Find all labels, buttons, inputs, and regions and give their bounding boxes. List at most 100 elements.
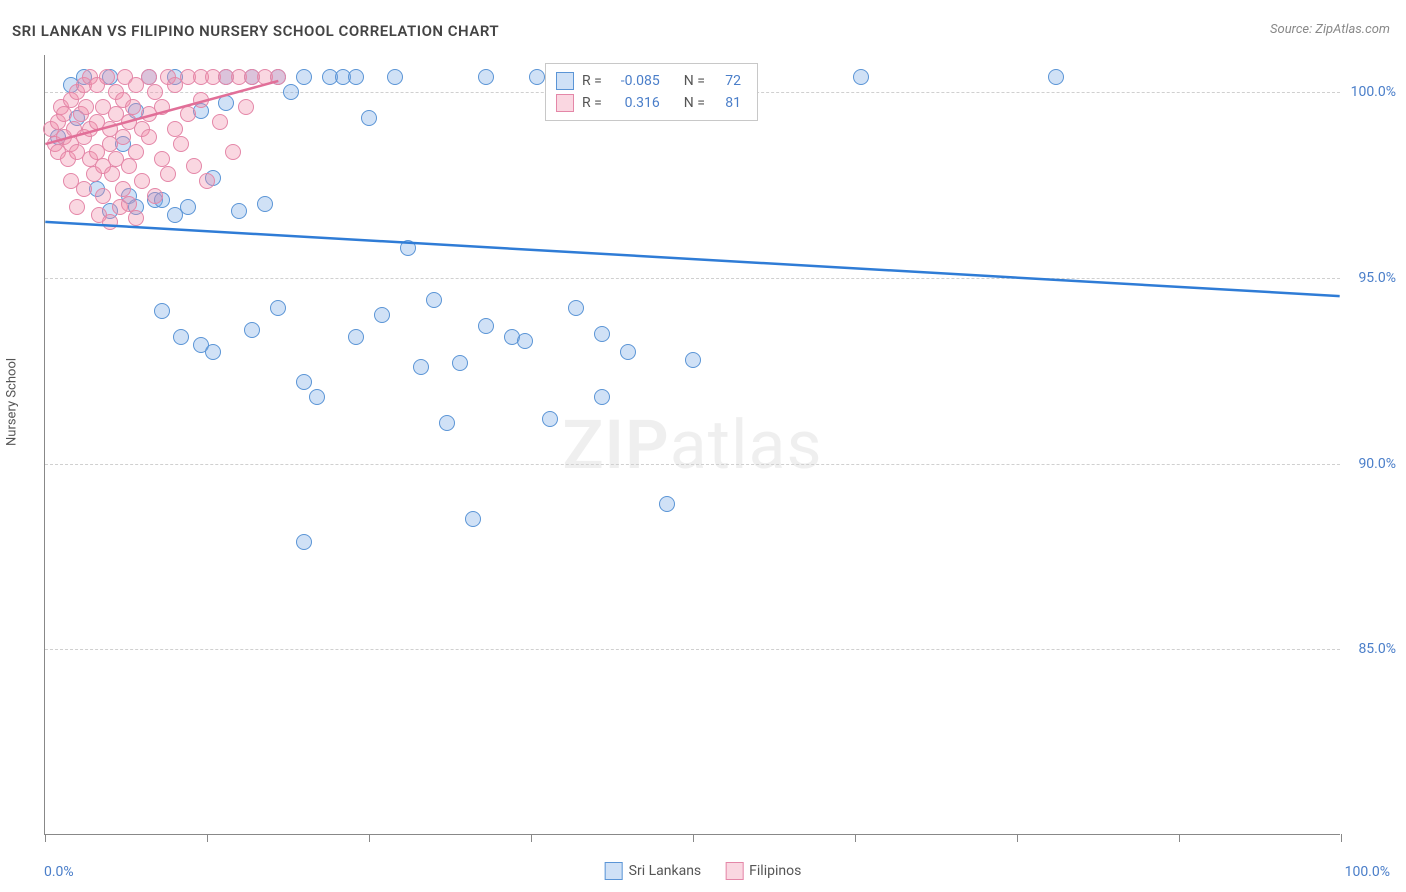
watermark-bold: ZIP <box>562 405 669 485</box>
data-point-series1 <box>400 240 416 256</box>
data-point-series1 <box>542 411 558 427</box>
stat-n-value-1: 72 <box>713 73 741 89</box>
stat-row-series2: R = 0.316 N = 81 <box>556 92 741 114</box>
data-point-series2 <box>128 144 144 160</box>
data-point-series1 <box>620 344 636 360</box>
chart-source: Source: ZipAtlas.com <box>1270 22 1390 37</box>
data-point-series1 <box>296 374 312 390</box>
stat-row-series1: R = -0.085 N = 72 <box>556 70 741 92</box>
data-point-series1 <box>218 95 234 111</box>
chart-title: SRI LANKAN VS FILIPINO NURSERY SCHOOL CO… <box>12 22 499 40</box>
data-point-series2 <box>167 121 183 137</box>
data-point-series1 <box>173 329 189 345</box>
x-tick <box>1179 834 1180 842</box>
data-point-series2 <box>180 106 196 122</box>
data-point-series2 <box>76 181 92 197</box>
grid-line <box>45 464 1340 465</box>
x-axis-max-label: 100.0% <box>1345 864 1390 880</box>
data-point-series2 <box>56 106 72 122</box>
data-point-series2 <box>141 69 157 85</box>
grid-line <box>45 278 1340 279</box>
data-point-series2 <box>115 129 131 145</box>
stat-n-label-2: N = <box>684 95 705 111</box>
data-point-series2 <box>160 166 176 182</box>
data-point-series1 <box>154 303 170 319</box>
x-tick <box>45 834 46 842</box>
data-point-series2 <box>78 99 94 115</box>
data-point-series2 <box>134 173 150 189</box>
data-point-series1 <box>231 203 247 219</box>
data-point-series1 <box>270 300 286 316</box>
data-point-series1 <box>568 300 584 316</box>
stat-r-label-2: R = <box>582 95 602 111</box>
data-point-series1 <box>283 84 299 100</box>
stat-r-value-1: -0.085 <box>610 73 660 89</box>
data-point-series1 <box>296 534 312 550</box>
chart-container: SRI LANKAN VS FILIPINO NURSERY SCHOOL CO… <box>0 0 1406 892</box>
bottom-legend: Sri Lankans Filipinos <box>605 862 802 880</box>
bottom-swatch-series2 <box>725 862 743 880</box>
data-point-series1 <box>517 333 533 349</box>
watermark: ZIPatlas <box>562 405 822 485</box>
data-point-series1 <box>1048 69 1064 85</box>
data-point-series2 <box>128 210 144 226</box>
data-point-series1 <box>348 329 364 345</box>
data-point-series1 <box>594 326 610 342</box>
statistics-box: R = -0.085 N = 72 R = 0.316 N = 81 <box>545 63 758 121</box>
data-point-series1 <box>296 69 312 85</box>
data-point-series1 <box>465 511 481 527</box>
grid-line <box>45 649 1340 650</box>
data-point-series2 <box>104 166 120 182</box>
data-point-series2 <box>99 69 115 85</box>
data-point-series2 <box>115 181 131 197</box>
data-point-series2 <box>147 188 163 204</box>
data-point-series1 <box>594 389 610 405</box>
data-point-series1 <box>452 355 468 371</box>
data-point-series2 <box>173 136 189 152</box>
data-point-series2 <box>121 158 137 174</box>
x-tick <box>1341 834 1342 842</box>
data-point-series1 <box>374 307 390 323</box>
data-point-series1 <box>413 359 429 375</box>
legend-item-series2: Filipinos <box>725 862 801 880</box>
y-tick-label: 90.0% <box>1358 456 1396 472</box>
data-point-series1 <box>361 110 377 126</box>
data-point-series1 <box>685 352 701 368</box>
data-point-series2 <box>225 144 241 160</box>
x-tick <box>1017 834 1018 842</box>
data-point-series1 <box>426 292 442 308</box>
data-point-series2 <box>125 99 141 115</box>
data-point-series2 <box>141 129 157 145</box>
trend-line-series1 <box>45 222 1339 296</box>
data-point-series1 <box>478 318 494 334</box>
x-tick <box>369 834 370 842</box>
x-tick <box>693 834 694 842</box>
y-tick-label: 85.0% <box>1358 641 1396 657</box>
trend-overlay <box>45 55 1340 834</box>
data-point-series1 <box>244 322 260 338</box>
y-tick-label: 95.0% <box>1358 270 1396 286</box>
stat-n-label-1: N = <box>684 73 705 89</box>
data-point-series2 <box>147 84 163 100</box>
data-point-series1 <box>853 69 869 85</box>
data-point-series1 <box>387 69 403 85</box>
legend-label-series2: Filipinos <box>749 863 801 879</box>
legend-label-series1: Sri Lankans <box>629 863 702 879</box>
bottom-swatch-series1 <box>605 862 623 880</box>
stat-n-value-2: 81 <box>713 95 741 111</box>
data-point-series2 <box>154 99 170 115</box>
data-point-series2 <box>186 158 202 174</box>
stat-r-label-1: R = <box>582 73 602 89</box>
data-point-series2 <box>270 69 286 85</box>
x-tick <box>855 834 856 842</box>
data-point-series1 <box>478 69 494 85</box>
data-point-series2 <box>121 196 137 212</box>
y-tick-label: 100.0% <box>1351 84 1396 100</box>
watermark-rest: atlas <box>670 405 823 485</box>
legend-item-series1: Sri Lankans <box>605 862 702 880</box>
plot-area: ZIPatlas R = -0.085 N = 72 R = 0.316 N =… <box>44 55 1340 835</box>
data-point-series1 <box>257 196 273 212</box>
data-point-series2 <box>212 114 228 130</box>
y-axis-title: Nursery School <box>5 358 20 446</box>
data-point-series1 <box>659 496 675 512</box>
